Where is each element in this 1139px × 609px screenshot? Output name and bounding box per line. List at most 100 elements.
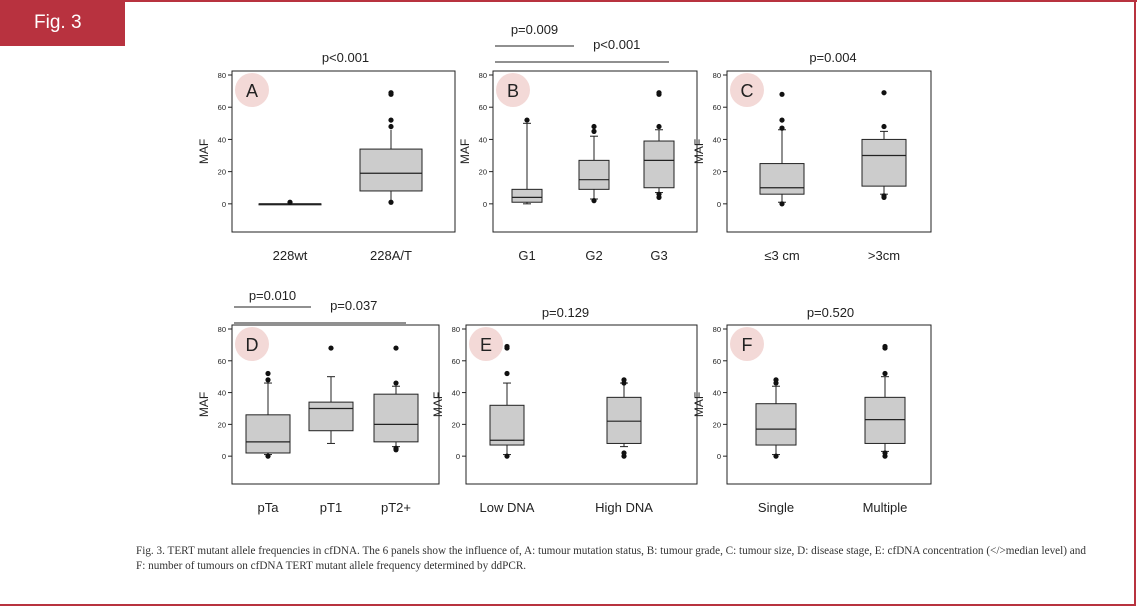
significance-label: p=0.010	[249, 288, 296, 303]
y-tick-label: 40	[452, 389, 460, 398]
y-tick-label: 60	[479, 103, 487, 112]
figure-charts: 0 20 40 60 80 MAF A 228wt 228A/T p<0.001 0 20 40 60 80…	[197, 22, 932, 515]
box-iqr	[578, 159, 610, 190]
box-iqr	[359, 148, 423, 192]
y-axis-label: MAF	[197, 139, 211, 164]
y-tick-label: 20	[218, 168, 226, 177]
box-iqr	[864, 396, 906, 444]
outlier-point	[779, 117, 785, 123]
outlier-point	[393, 445, 399, 451]
figure-tab: Fig. 3	[0, 0, 125, 46]
category-label: pT1	[320, 500, 342, 515]
outlier-point	[882, 370, 888, 377]
plot-frame	[231, 324, 440, 485]
significance-label: p=0.129	[542, 305, 589, 320]
outlier-point	[882, 343, 888, 350]
category-label: pTa	[258, 500, 280, 515]
y-axis-label: MAF	[431, 392, 445, 417]
panel-letter: E	[480, 335, 492, 355]
y-tick-label: 20	[479, 168, 487, 177]
outlier-point	[773, 453, 779, 459]
y-tick-label: 80	[452, 325, 460, 334]
panel-badge	[469, 327, 503, 361]
outlier-point	[621, 450, 627, 456]
outlier-point	[388, 199, 394, 205]
y-tick-label: 0	[717, 452, 721, 461]
y-tick-label: 20	[713, 168, 721, 177]
category-label: G1	[518, 248, 535, 263]
plot-frame	[492, 70, 698, 233]
top-rule	[0, 0, 1137, 2]
category-label: Multiple	[863, 500, 908, 515]
y-tick-label: 80	[479, 71, 487, 80]
y-tick-label: 60	[713, 103, 721, 112]
outlier-point	[656, 90, 662, 96]
outlier-point	[287, 199, 293, 205]
plot-frame	[231, 70, 456, 233]
outlier-point	[881, 123, 887, 130]
outlier-point	[388, 123, 394, 130]
outlier-point	[328, 345, 334, 351]
y-tick-label: 40	[218, 135, 226, 144]
outlier-point	[388, 117, 394, 123]
outlier-point	[621, 377, 627, 383]
box-iqr	[245, 414, 291, 454]
box-iqr	[861, 138, 907, 187]
box-iqr	[308, 401, 354, 432]
category-label: 228A/T	[370, 248, 412, 263]
plot-frame	[465, 324, 698, 485]
y-tick-label: 60	[713, 357, 721, 366]
outlier-point	[881, 193, 887, 199]
panel-letter: B	[507, 81, 519, 101]
box-iqr	[511, 188, 543, 203]
y-axis-label: MAF	[692, 392, 706, 417]
box-iqr	[606, 396, 642, 444]
outlier-point	[265, 377, 271, 383]
y-tick-label: 40	[713, 135, 721, 144]
category-label: ≤3 cm	[764, 248, 799, 263]
outlier-point	[656, 123, 662, 130]
panel-badge	[235, 327, 269, 361]
significance-label: p=0.004	[809, 50, 856, 65]
y-tick-label: 60	[218, 357, 226, 366]
box-iqr	[373, 393, 419, 443]
y-tick-label: 60	[218, 103, 226, 112]
y-tick-label: 80	[713, 71, 721, 80]
outlier-point	[265, 453, 271, 459]
plot-frame	[726, 70, 932, 233]
y-tick-label: 0	[717, 200, 721, 209]
panel-letter: C	[741, 81, 754, 101]
y-tick-label: 0	[222, 452, 226, 461]
category-label: Single	[758, 500, 794, 515]
panel-badge	[235, 73, 269, 107]
outlier-point	[504, 453, 510, 459]
y-axis-label: MAF	[458, 139, 472, 164]
y-tick-label: 40	[218, 389, 226, 398]
y-tick-label: 80	[218, 325, 226, 334]
category-label: G3	[650, 248, 667, 263]
outlier-point	[881, 90, 887, 96]
y-tick-label: 0	[483, 200, 487, 209]
outlier-point	[773, 377, 779, 383]
significance-label: p<0.001	[593, 37, 640, 52]
box-iqr	[755, 403, 797, 446]
category-label: >3cm	[868, 248, 900, 263]
y-tick-label: 80	[218, 71, 226, 80]
category-label: G2	[585, 248, 602, 263]
panel-badge	[730, 327, 764, 361]
figure-caption: Fig. 3. TERT mutant allele frequencies i…	[136, 545, 1086, 572]
y-axis-label: MAF	[197, 392, 211, 417]
outlier-point	[393, 380, 399, 386]
significance-label: p=0.520	[807, 305, 854, 320]
outlier-point	[388, 90, 394, 96]
panel-badge	[730, 73, 764, 107]
y-tick-label: 40	[479, 135, 487, 144]
outlier-point	[779, 201, 785, 207]
y-tick-label: 80	[713, 325, 721, 334]
y-tick-label: 0	[456, 452, 460, 461]
y-tick-label: 0	[222, 200, 226, 209]
significance-label: p=0.009	[511, 22, 558, 37]
y-tick-label: 20	[452, 420, 460, 429]
box-iqr	[759, 163, 805, 195]
y-tick-label: 20	[713, 420, 721, 429]
